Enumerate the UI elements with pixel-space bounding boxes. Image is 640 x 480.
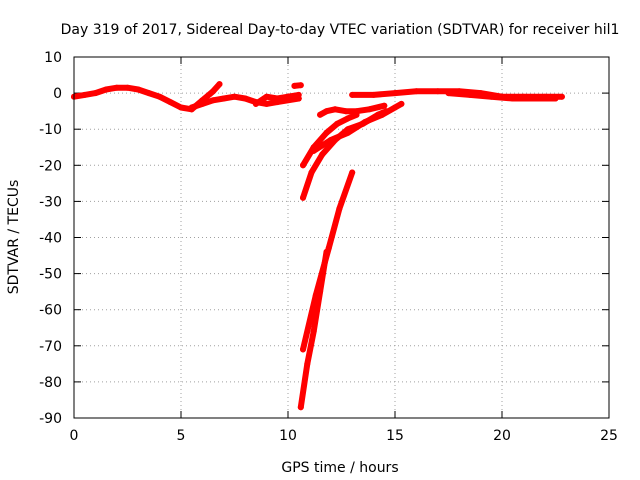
data-point [145, 90, 152, 97]
x-tick-label: 0 [70, 428, 79, 444]
data-point [445, 90, 452, 97]
y-tick-label: -10 [39, 122, 62, 138]
data-point [349, 91, 356, 98]
data-point [242, 95, 249, 102]
y-tick-label: -60 [39, 303, 62, 319]
data-point [344, 115, 351, 122]
x-tick-label: 20 [493, 428, 511, 444]
data-point [310, 328, 317, 335]
data-point [124, 84, 131, 91]
data-point [310, 147, 317, 154]
data-point [199, 100, 206, 107]
x-tick-label: 5 [177, 428, 186, 444]
data-point [295, 95, 302, 102]
data-point [531, 95, 538, 102]
data-point [342, 108, 349, 115]
data-point [300, 346, 306, 353]
data-point [381, 102, 388, 109]
data-point [349, 169, 356, 176]
data-point [319, 151, 326, 158]
axis-ticks: 0 5 10 15 20 25 10 0 -10 -20 -30 -40 -50 -60 -70 -80 -90 [39, 50, 618, 444]
data-point [398, 100, 405, 107]
data-point [323, 248, 330, 255]
series-line-seg-1 [71, 84, 195, 113]
data-point [231, 93, 238, 100]
data-point [379, 111, 386, 118]
data-series [71, 81, 565, 411]
data-point [156, 93, 163, 100]
y-tick-label: -70 [39, 339, 62, 355]
data-point [297, 82, 304, 89]
data-point [308, 169, 315, 176]
data-point [334, 120, 341, 127]
data-point [370, 91, 377, 98]
data-point [263, 100, 270, 107]
data-point [216, 81, 223, 88]
data-point [167, 99, 174, 106]
data-point [323, 108, 330, 115]
x-tick-label: 10 [279, 428, 297, 444]
data-point [285, 95, 291, 102]
data-point [366, 106, 373, 113]
data-point [252, 100, 259, 107]
data-point [327, 137, 334, 143]
data-point [558, 93, 565, 100]
y-tick-label: -80 [39, 375, 62, 391]
grid-lines [74, 57, 609, 418]
x-tick-label: 15 [386, 428, 404, 444]
data-point [353, 111, 360, 118]
y-tick-label: -50 [39, 267, 62, 283]
data-point [135, 86, 142, 93]
data-point [291, 82, 298, 89]
data-point [113, 84, 120, 91]
series-line-seg-14 [445, 90, 559, 102]
data-point [317, 288, 324, 295]
data-point [392, 104, 398, 111]
data-point [304, 360, 311, 367]
data-point [263, 93, 270, 100]
data-point [552, 95, 559, 102]
data-point [323, 129, 330, 136]
data-point [178, 104, 184, 111]
data-point [210, 88, 217, 95]
data-point [392, 90, 398, 97]
data-point [336, 205, 343, 212]
data-point [103, 86, 110, 93]
data-point [344, 129, 351, 136]
data-point [220, 95, 227, 102]
plot-frame [73, 56, 610, 419]
data-point [300, 162, 306, 169]
data-point [317, 111, 324, 118]
y-tick-label: 10 [44, 50, 62, 66]
y-tick-label: -40 [39, 231, 62, 247]
data-point [274, 97, 281, 104]
data-point [509, 95, 516, 102]
x-axis-label: GPS time / hours [281, 460, 398, 476]
y-tick-label: -90 [39, 411, 62, 427]
chart-title: Day 319 of 2017, Sidereal Day-to-day VTE… [61, 22, 620, 38]
data-point [488, 93, 495, 100]
data-point [188, 104, 195, 111]
data-point [434, 88, 441, 95]
data-point [81, 91, 88, 98]
data-point [210, 97, 217, 104]
data-point [300, 194, 306, 201]
data-point [332, 106, 339, 113]
data-point [413, 88, 420, 95]
data-point [466, 91, 473, 98]
y-axis-label: SDTVAR / TECUs [6, 180, 22, 295]
data-point [92, 90, 99, 97]
series-line-seg-3 [188, 93, 302, 111]
y-tick-label: 0 [53, 86, 62, 102]
data-point [297, 404, 304, 411]
y-tick-label: -30 [39, 194, 62, 210]
x-tick-label: 25 [600, 428, 618, 444]
data-point [362, 119, 368, 125]
y-tick-label: -20 [39, 158, 62, 174]
